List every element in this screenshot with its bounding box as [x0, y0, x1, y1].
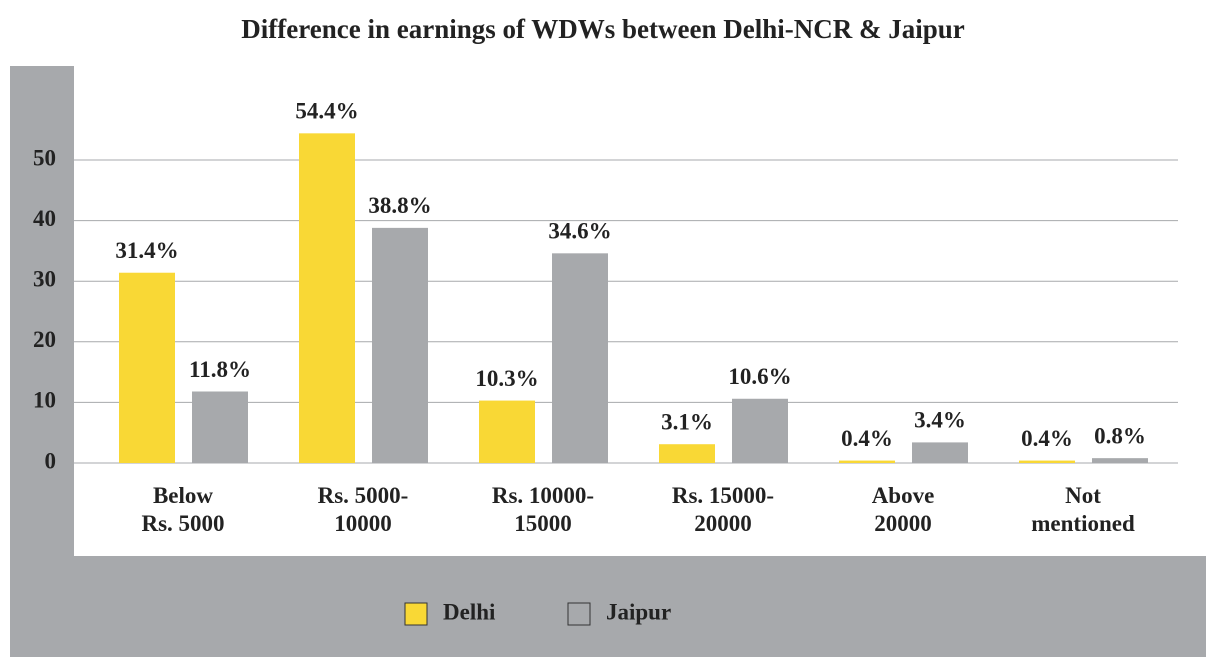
value-label: 10.3% — [475, 366, 538, 391]
x-tick-line: 20000 — [874, 511, 932, 536]
x-tick-line: 10000 — [334, 511, 392, 536]
y-tick-label: 10 — [33, 388, 56, 413]
x-tick-line: Below — [153, 483, 213, 508]
value-label: 0.8% — [1094, 423, 1146, 448]
value-label: 38.8% — [368, 193, 431, 218]
x-tick-label: Rs. 5000- 10000 — [318, 483, 409, 536]
bar — [372, 227, 428, 463]
bar — [839, 460, 895, 463]
legend-swatch — [404, 602, 428, 626]
x-tick-line: Not — [1065, 483, 1101, 508]
bar — [552, 253, 608, 463]
y-tick-label: 0 — [45, 448, 57, 473]
x-tick-label: Rs. 15000- 20000 — [672, 483, 774, 536]
plot-panel — [74, 66, 1206, 556]
x-tick-line: Rs. 15000- — [672, 483, 774, 508]
bar — [479, 400, 535, 463]
bar — [299, 133, 355, 463]
legend-swatch — [567, 602, 591, 626]
bar — [1019, 460, 1075, 463]
value-label: 0.4% — [841, 426, 893, 451]
y-tick-label: 40 — [33, 206, 56, 231]
value-label: 54.4% — [295, 99, 358, 124]
bar — [659, 444, 715, 463]
x-tick-line: Above — [872, 483, 935, 508]
x-tick-line: Rs. 5000 — [141, 511, 224, 536]
value-label: 11.8% — [189, 357, 251, 382]
bar — [119, 272, 175, 463]
x-tick-line: mentioned — [1031, 511, 1135, 536]
y-tick-label: 30 — [33, 266, 56, 291]
x-tick-label: Above 20000 — [872, 483, 935, 536]
value-label: 0.4% — [1021, 426, 1073, 451]
x-tick-label: Below Rs. 5000 — [141, 483, 224, 536]
y-tick-label: 50 — [33, 145, 56, 170]
bar — [732, 398, 788, 463]
value-label: 3.1% — [661, 409, 713, 434]
bar — [1092, 458, 1148, 463]
x-tick-label: Rs. 10000- 15000 — [492, 483, 594, 536]
x-tick-label: Not mentioned — [1031, 483, 1135, 536]
value-label: 34.6% — [548, 219, 611, 244]
bar — [192, 391, 248, 463]
y-tick-label: 20 — [33, 327, 56, 352]
legend-label: Jaipur — [606, 599, 671, 624]
value-label: 31.4% — [115, 238, 178, 263]
bar — [912, 442, 968, 463]
value-label: 3.4% — [914, 408, 966, 433]
x-tick-line: 20000 — [694, 511, 752, 536]
chart-title: Difference in earnings of WDWs between D… — [241, 14, 964, 44]
x-tick-line: 15000 — [514, 511, 572, 536]
legend-label: Delhi — [443, 599, 496, 624]
x-tick-line: Rs. 10000- — [492, 483, 594, 508]
value-label: 10.6% — [728, 364, 791, 389]
x-tick-line: Rs. 5000- — [318, 483, 409, 508]
